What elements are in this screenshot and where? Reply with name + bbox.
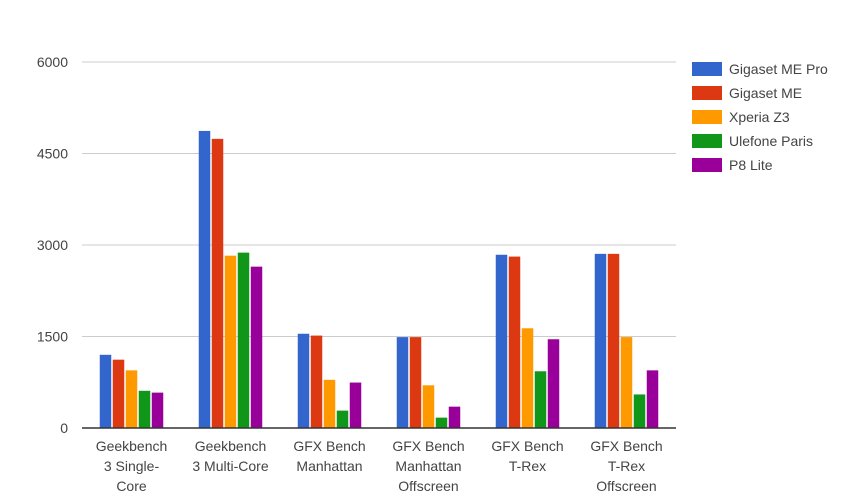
bar-xperia-z3[interactable] bbox=[125, 370, 138, 428]
bar-gigaset-me[interactable] bbox=[508, 256, 521, 428]
y-tick-label: 3000 bbox=[37, 237, 68, 253]
x-tick-label: GFX Bench bbox=[491, 438, 563, 454]
x-tick-label: GFX Bench bbox=[590, 438, 662, 454]
x-tick-label: Geekbench bbox=[96, 438, 168, 454]
x-tick-label: Offscreen bbox=[398, 478, 458, 494]
bar-xperia-z3[interactable] bbox=[521, 328, 534, 428]
x-tick-label: T-Rex bbox=[608, 458, 645, 474]
x-tick-label: 3 Single- bbox=[104, 458, 160, 474]
bar-ulefone-paris[interactable] bbox=[138, 390, 151, 428]
bar-gigaset-me-pro[interactable] bbox=[594, 253, 607, 428]
bar-gigaset-me-pro[interactable] bbox=[198, 130, 211, 428]
x-tick-label: Offscreen bbox=[596, 478, 656, 494]
bar-gigaset-me[interactable] bbox=[409, 337, 422, 428]
bar-ulefone-paris[interactable] bbox=[336, 410, 349, 428]
bar-gigaset-me[interactable] bbox=[607, 253, 620, 428]
x-tick-label: Geekbench bbox=[195, 438, 267, 454]
y-tick-label: 1500 bbox=[37, 329, 68, 345]
bar-gigaset-me-pro[interactable] bbox=[396, 337, 409, 428]
legend-swatch[interactable] bbox=[692, 86, 722, 100]
legend-label[interactable]: Gigaset ME Pro bbox=[729, 61, 828, 77]
x-tick-label: 3 Multi-Core bbox=[192, 458, 268, 474]
x-tick-label: T-Rex bbox=[509, 458, 546, 474]
legend-swatch[interactable] bbox=[692, 62, 722, 76]
legend-label[interactable]: P8 Lite bbox=[729, 157, 773, 173]
x-tick-label: Core bbox=[116, 478, 147, 494]
bar-gigaset-me-pro[interactable] bbox=[495, 254, 508, 428]
legend-swatch[interactable] bbox=[692, 134, 722, 148]
bar-gigaset-me[interactable] bbox=[310, 335, 323, 428]
bar-gigaset-me-pro[interactable] bbox=[297, 333, 310, 428]
bar-p8-lite[interactable] bbox=[646, 370, 659, 428]
bar-gigaset-me[interactable] bbox=[211, 138, 224, 429]
bar-ulefone-paris[interactable] bbox=[237, 252, 250, 428]
y-tick-label: 6000 bbox=[37, 54, 68, 70]
x-tick-label: GFX Bench bbox=[293, 438, 365, 454]
bar-gigaset-me[interactable] bbox=[112, 359, 125, 428]
x-tick-label: Manhattan bbox=[296, 458, 362, 474]
bar-ulefone-paris[interactable] bbox=[633, 394, 646, 428]
bar-p8-lite[interactable] bbox=[151, 392, 164, 428]
x-tick-label: GFX Bench bbox=[392, 438, 464, 454]
legend-label[interactable]: Gigaset ME bbox=[729, 85, 802, 101]
x-tick-label: Manhattan bbox=[395, 458, 461, 474]
legend-label[interactable]: Ulefone Paris bbox=[729, 133, 813, 149]
bar-ulefone-paris[interactable] bbox=[534, 371, 547, 428]
bar-xperia-z3[interactable] bbox=[422, 385, 435, 428]
legend-swatch[interactable] bbox=[692, 158, 722, 172]
bar-xperia-z3[interactable] bbox=[323, 379, 336, 428]
bar-gigaset-me-pro[interactable] bbox=[99, 354, 112, 428]
bar-p8-lite[interactable] bbox=[547, 339, 560, 428]
y-tick-label: 0 bbox=[60, 420, 68, 436]
bar-xperia-z3[interactable] bbox=[224, 255, 237, 428]
bar-p8-lite[interactable] bbox=[250, 266, 263, 428]
y-tick-label: 4500 bbox=[37, 146, 68, 162]
bar-p8-lite[interactable] bbox=[349, 382, 362, 428]
bar-xperia-z3[interactable] bbox=[620, 337, 633, 428]
legend-swatch[interactable] bbox=[692, 110, 722, 124]
legend-label[interactable]: Xperia Z3 bbox=[729, 109, 790, 125]
bar-ulefone-paris[interactable] bbox=[435, 417, 448, 428]
bar-p8-lite[interactable] bbox=[448, 406, 461, 428]
